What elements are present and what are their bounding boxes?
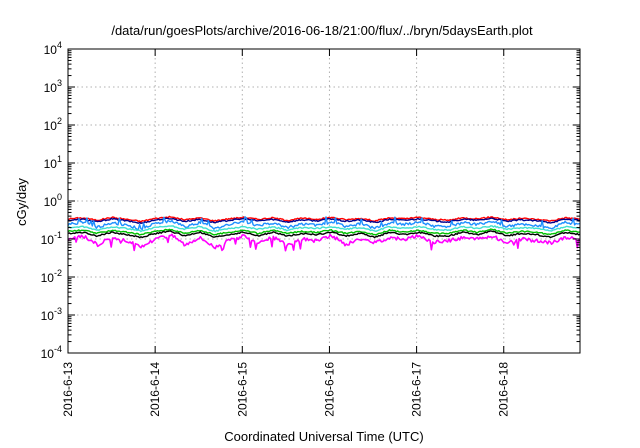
- x-tick-label: 2016-6-15: [235, 362, 249, 417]
- grid: [68, 49, 580, 353]
- tick-labels: 10-4 10-3 10-2 10-1 100 101 102 103 104 2016-6-13…: [41, 40, 511, 417]
- y-tick-label: 104: [44, 40, 62, 57]
- y-tick-label: 103: [44, 78, 62, 95]
- series-line: [67, 230, 581, 239]
- series-line: [67, 225, 580, 233]
- y-tick-label: 100: [44, 192, 62, 209]
- series-line: [67, 228, 581, 236]
- series-line: [67, 233, 581, 252]
- y-tick-label: 10-4: [41, 344, 62, 361]
- x-tick-label: 2016-6-16: [322, 362, 336, 417]
- y-tick-label: 10-1: [41, 230, 62, 247]
- series-line: [68, 215, 581, 223]
- series-group: [67, 215, 581, 252]
- y-axis-label: cGy/day: [14, 178, 29, 226]
- x-tick-label: 2016-6-18: [497, 362, 511, 417]
- y-tick-label: 101: [44, 154, 62, 171]
- series-line: [67, 217, 581, 225]
- y-tick-label: 10-3: [41, 306, 62, 323]
- x-tick-label: 2016-6-14: [148, 362, 162, 417]
- y-tick-label: 102: [44, 116, 62, 133]
- plot-frame: [67, 48, 581, 354]
- axis-ticks: [67, 48, 580, 354]
- y-tick-label: 10-2: [41, 268, 62, 285]
- series-line: [67, 216, 581, 231]
- chart-title: /data/run/goesPlots/archive/2016-06-18/2…: [111, 23, 533, 38]
- x-tick-label: 2016-6-13: [61, 362, 75, 417]
- x-axis-label: Coordinated Universal Time (UTC): [224, 429, 423, 444]
- x-tick-label: 2016-6-17: [410, 362, 424, 417]
